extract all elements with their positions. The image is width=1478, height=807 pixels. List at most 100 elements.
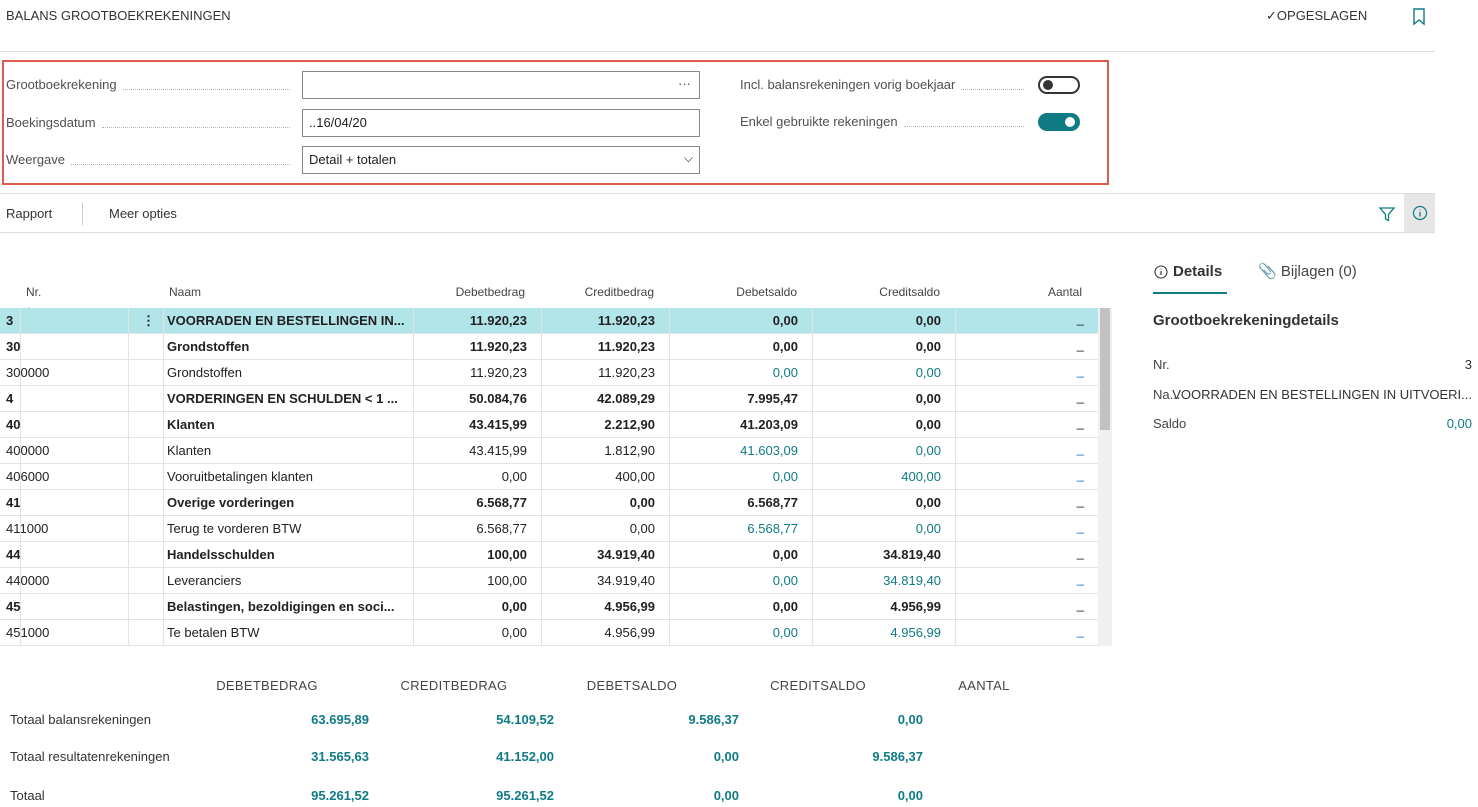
cell-amount: 0,00 xyxy=(772,469,798,484)
totals-value: 41.152,00 xyxy=(496,749,554,764)
totals-header: AANTAL xyxy=(958,678,1010,693)
cell-naam: Belastingen, bezoldigingen en soci... xyxy=(167,599,395,614)
column-separator xyxy=(413,308,414,646)
toggle-switch[interactable] xyxy=(1038,76,1080,94)
cell-aantal: _ xyxy=(1076,571,1084,586)
cell-amount: 6.568,77 xyxy=(747,521,798,536)
table-row[interactable] xyxy=(0,438,1098,464)
factbox-label: Nr. xyxy=(1153,357,1170,372)
column-separator xyxy=(163,308,164,646)
table-row[interactable] xyxy=(0,516,1098,542)
filter-input[interactable]: ..16/04/20 xyxy=(302,109,700,137)
cell-aantal: _ xyxy=(1076,467,1084,482)
cell-naam: Te betalen BTW xyxy=(167,625,260,640)
tab-underline xyxy=(1153,292,1227,294)
row-menu[interactable]: ⋮ xyxy=(142,313,155,328)
info-toggle[interactable] xyxy=(1404,194,1435,232)
lookup-button[interactable]: ··· xyxy=(678,76,691,91)
column-header: Creditsaldo xyxy=(879,285,940,299)
factbox-value: VOORRADEN EN BESTELLINGEN IN UITVOERI... xyxy=(1172,387,1472,402)
toggle-label: Incl. balansrekeningen vorig boekjaar xyxy=(740,77,956,92)
filter-highlight xyxy=(2,60,1109,185)
cell-aantal: _ xyxy=(1076,545,1084,560)
cell-naam: Handelsschulden xyxy=(167,547,275,562)
table-row[interactable] xyxy=(0,334,1098,360)
cell-amount: 0,00 xyxy=(772,339,798,354)
cell-amount: 0,00 xyxy=(915,521,941,536)
toggle-label-row: Enkel gebruikte rekeningen xyxy=(740,113,1030,131)
totals-header: DEBETBEDRAG xyxy=(216,678,318,693)
cell-amount: 0,00 xyxy=(915,391,941,406)
saved-label: OPGESLAGEN xyxy=(1276,8,1368,23)
cell-aantal: _ xyxy=(1076,493,1084,508)
column-header: Creditbedrag xyxy=(584,285,654,299)
table-row[interactable] xyxy=(0,464,1098,490)
table-row[interactable] xyxy=(0,308,1098,334)
totals-value: 63.695,89 xyxy=(311,712,369,727)
column-separator xyxy=(669,308,670,646)
action-button[interactable]: Meer opties xyxy=(109,206,177,221)
column-header[interactable]: Naam xyxy=(169,285,202,299)
filter-input[interactable]: Detail + totalen ⌵ xyxy=(302,146,700,174)
factbox-tab[interactable]: Details xyxy=(1153,263,1222,281)
totals-value: 0,00 xyxy=(713,749,739,764)
factbox-value: 3 xyxy=(1464,357,1472,372)
table-row[interactable] xyxy=(0,360,1098,386)
cell-naam: Klanten xyxy=(167,443,212,458)
totals-value: 54.109,52 xyxy=(496,712,554,727)
totals-value: 9.586,37 xyxy=(688,712,739,727)
cell-amount: 4.956,99 xyxy=(890,625,941,640)
cell-nr: 451000 xyxy=(6,625,50,640)
cell-amount: 100,00 xyxy=(487,573,527,588)
cell-amount: 0,00 xyxy=(772,573,798,588)
table-row[interactable] xyxy=(0,594,1098,620)
leader xyxy=(71,151,290,165)
cell-amount: 100,00 xyxy=(487,547,527,562)
column-separator xyxy=(20,308,21,646)
cell-nr: 30 xyxy=(6,339,21,354)
scrollbar[interactable] xyxy=(1098,308,1112,646)
toggle-knob xyxy=(1065,117,1075,127)
leader xyxy=(101,114,290,128)
table-row[interactable] xyxy=(0,620,1098,646)
cell-nr: 411000 xyxy=(6,521,49,536)
cell-naam: Leveranciers xyxy=(167,573,242,588)
cell-naam: VORDERINGEN EN SCHULDEN < 1 ... xyxy=(167,391,398,406)
table-row[interactable] xyxy=(0,490,1098,516)
toggle-label: Enkel gebruikte rekeningen xyxy=(740,114,898,129)
filter-value: Detail + totalen xyxy=(309,152,397,167)
cell-amount: 0,00 xyxy=(501,625,527,640)
cell-amount: 7.995,47 xyxy=(747,391,798,406)
scrollbar-thumb[interactable] xyxy=(1100,308,1110,430)
cell-aantal: _ xyxy=(1076,519,1084,534)
bookmark-icon[interactable] xyxy=(1412,8,1426,26)
filter-icon[interactable] xyxy=(1378,205,1396,223)
cell-amount: 0,00 xyxy=(772,599,798,614)
cell-amount: 0,00 xyxy=(501,469,527,484)
cell-nr: 440000 xyxy=(6,573,50,588)
table-row[interactable] xyxy=(0,542,1098,568)
cell-amount: 4.956,99 xyxy=(890,599,941,614)
leader xyxy=(903,113,1024,127)
totals-value: 95.261,52 xyxy=(311,788,369,803)
table-row[interactable] xyxy=(0,412,1098,438)
cell-nr: 300000 xyxy=(6,365,50,380)
column-separator xyxy=(812,308,813,646)
table-row[interactable] xyxy=(0,568,1098,594)
cell-amount: 34.819,40 xyxy=(883,573,941,588)
cell-naam: Grondstoffen xyxy=(167,365,242,380)
cell-amount: 1.812,90 xyxy=(604,443,655,458)
action-button[interactable]: Rapport xyxy=(6,206,53,221)
cell-nr: 406000 xyxy=(6,469,50,484)
cell-amount: 50.084,76 xyxy=(469,391,527,406)
cell-amount: 2.212,90 xyxy=(604,417,655,432)
dropdown-arrow[interactable]: ⌵ xyxy=(683,151,693,165)
divider xyxy=(0,51,1435,52)
filter-input[interactable]: ··· xyxy=(302,71,700,99)
toggle-switch[interactable] xyxy=(1038,113,1080,131)
table-row[interactable] xyxy=(0,386,1098,412)
factbox-tab[interactable]: 📎 Bijlagen (0) xyxy=(1258,263,1357,280)
cell-aantal: _ xyxy=(1076,337,1084,352)
totals-header: DEBETSALDO xyxy=(586,678,678,693)
